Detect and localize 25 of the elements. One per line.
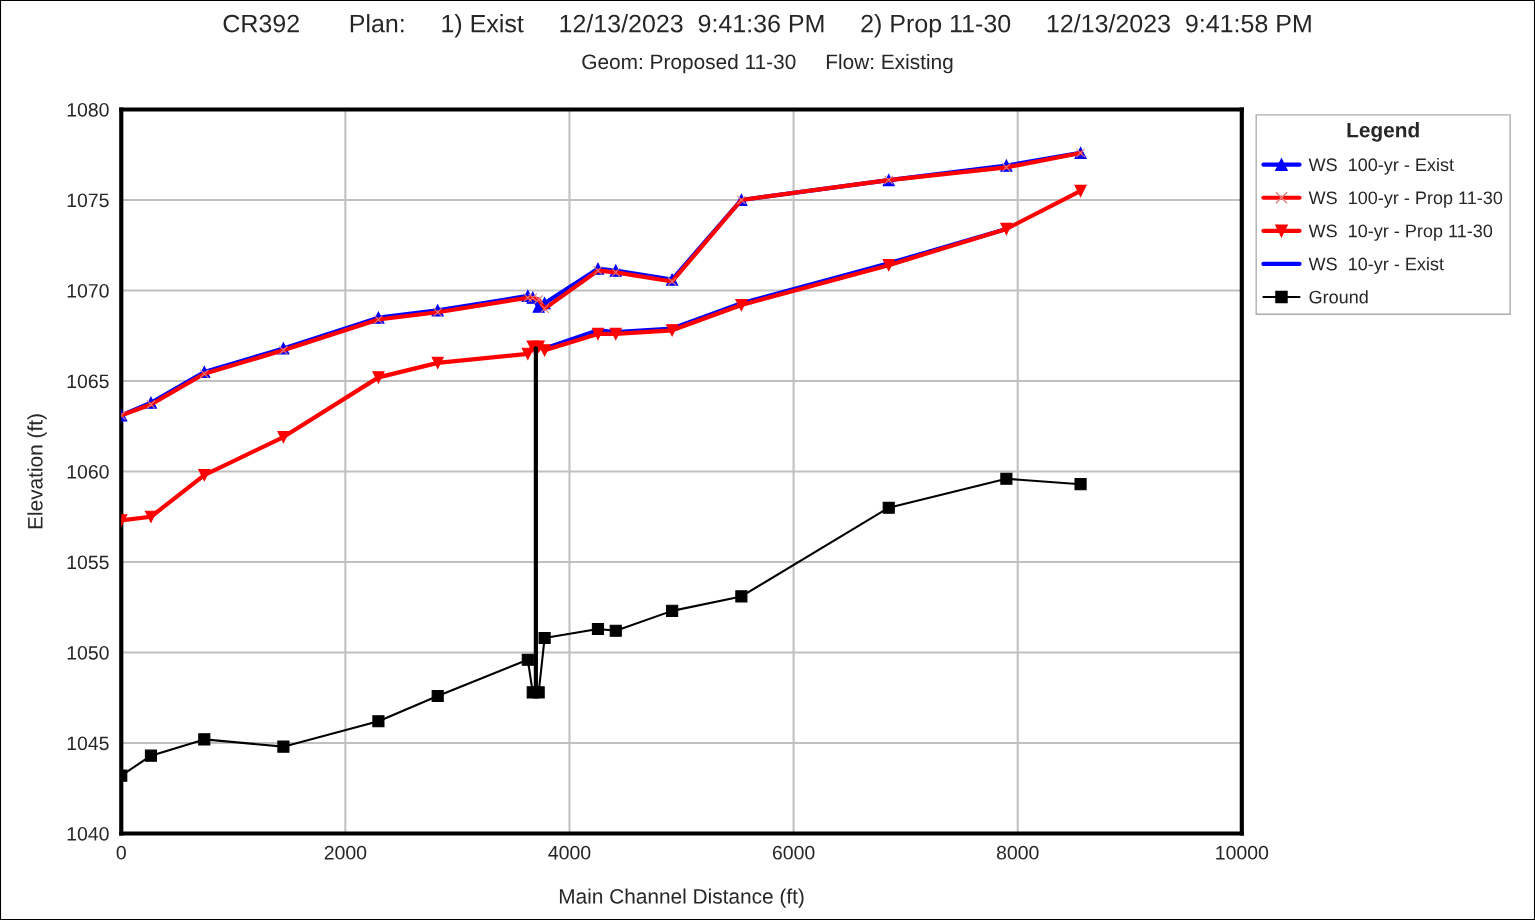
x-tick-label: 6000 <box>772 845 815 860</box>
legend-label: WS 100-yr - Exist <box>1308 157 1454 175</box>
chart-subtitle: Geom: Proposed 11-30 Flow: Existing <box>582 53 953 74</box>
x-tick-label: 8000 <box>996 845 1039 860</box>
legend-label: WS 10-yr - Prop 11-30 <box>1308 224 1493 241</box>
x-tick-label: 0 <box>116 845 126 860</box>
y-tick-label: 1050 <box>67 645 109 660</box>
legend-title: Legend <box>1347 122 1419 142</box>
x-tick-label: 2000 <box>324 845 367 860</box>
y-tick-label: 1065 <box>67 374 109 389</box>
legend-label: Ground <box>1309 290 1368 304</box>
y-tick-label: 1060 <box>67 464 109 479</box>
y-tick-label: 1080 <box>67 102 109 117</box>
x-tick-label: 10000 <box>1216 845 1269 860</box>
y-tick-label: 1045 <box>67 736 109 751</box>
y-tick-label: 1040 <box>67 826 109 841</box>
chart-title: CR392 Plan: 1) Exist 12/13/2023 9:41:36 PM 2) Prop 11-30 12/13/2023 9:41:58 PM <box>223 14 1311 38</box>
y-tick-label: 1070 <box>67 283 109 298</box>
legend-label: WS 100-yr - Prop 11-30 <box>1308 191 1503 208</box>
y-tick-label: 1055 <box>67 555 109 570</box>
y-axis-title: Elevation (ft) <box>27 414 47 529</box>
legend-label: WS 10-yr - Exist <box>1308 257 1444 274</box>
x-axis-title: Main Channel Distance (ft) <box>559 888 804 908</box>
x-tick-label: 4000 <box>548 845 591 860</box>
y-tick-label: 1075 <box>67 193 109 208</box>
